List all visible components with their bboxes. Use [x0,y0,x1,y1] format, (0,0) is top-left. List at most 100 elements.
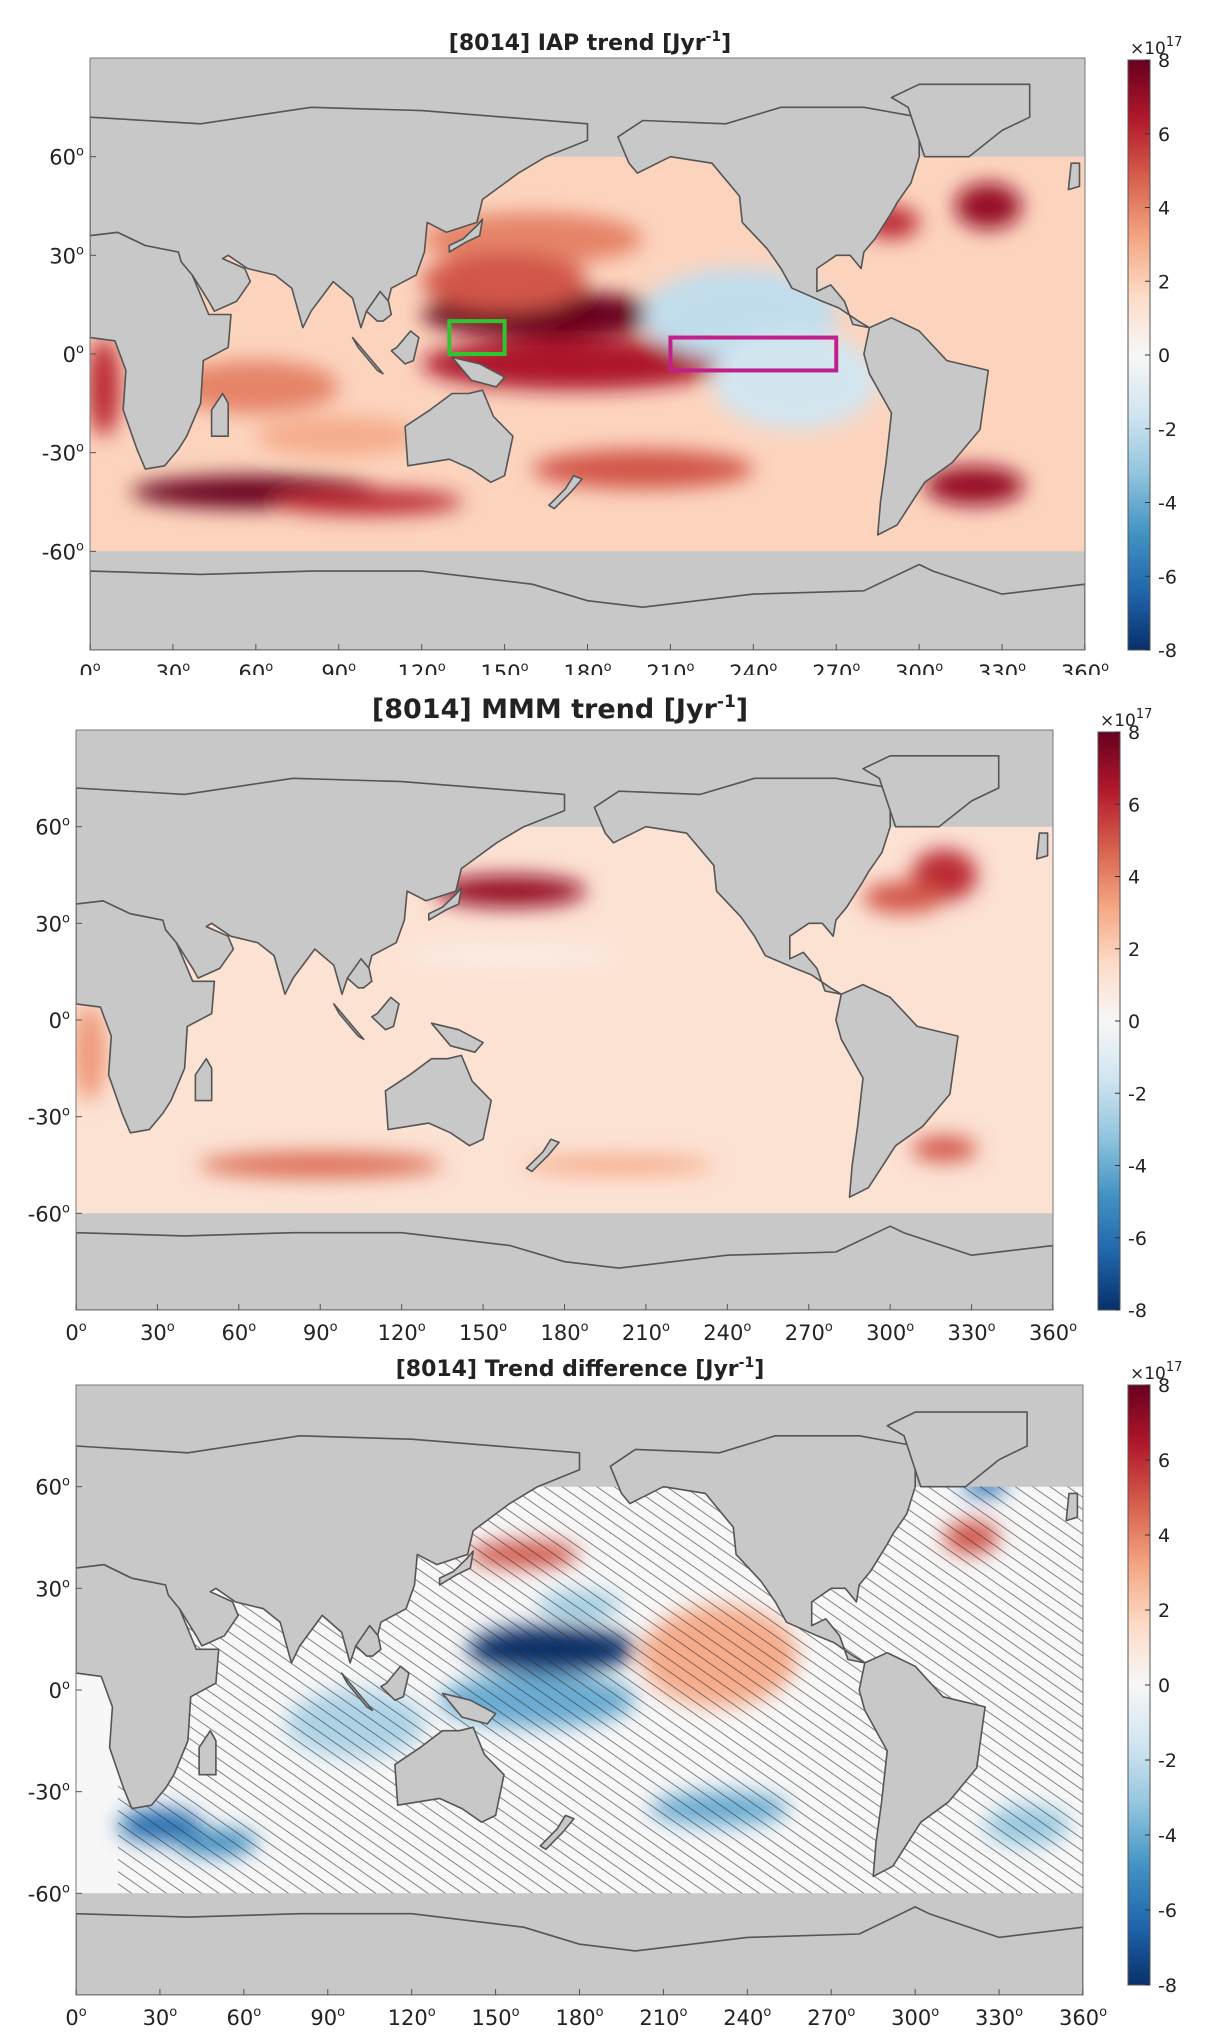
trend-anomaly [911,1136,978,1162]
colorbar-tick-label: -4 [1128,1156,1147,1178]
y-tick-label: 60o [35,815,70,840]
land-mass [525,1138,560,1173]
x-tick-label: 0o [79,660,100,675]
x-tick-label: 240o [703,1320,751,1345]
x-tick-label: 300o [891,2005,939,2030]
land-mass [862,755,1000,828]
land-mass [451,356,506,388]
y-tick-label: 0o [63,342,84,367]
colorbar-tick-label: 0 [1158,345,1170,367]
map-area: 0o 30o 60o 90o 120o 150o 180o 210o 240o 270o 300o 3… [28,1384,1107,2030]
x-tick-label: 60o [226,2005,261,2030]
x-tick-label: 150o [472,2005,520,2030]
land-mass [438,1550,475,1586]
colorbar-tick-label: -2 [1158,419,1177,441]
y-tick-label: 60o [35,1475,70,1500]
chart-title: [8014] IAP trend [Jyr-1] [449,29,731,56]
y-tick-label: -30o [28,1780,70,1805]
trend-anomaly [255,416,422,456]
region-box [668,335,839,373]
x-tick-label: 270o [812,660,860,675]
y-tick-label: 30o [35,911,70,936]
colorbar-tick-label: 2 [1158,271,1170,293]
colorbar-tick-label: 4 [1158,1525,1170,1547]
colorbar: 8 6 4 2 0 -2 -4 -6 -8 ×1017 [1127,1360,1182,1997]
iap-trend-chart: [8014] IAP trend [Jyr-1] 0o 30o 60o 90o 120o… [42,29,1183,685]
y-tick-label: 0o [49,1678,70,1703]
colorbar: 8 6 4 2 0 -2 -4 -6 -8 ×1017 [1127,35,1182,662]
colorbar-tick-label: -8 [1128,1300,1147,1322]
colorbar-tick-label: -2 [1128,1083,1147,1105]
colorbar-tick-label: -6 [1128,1228,1147,1250]
land-mass [210,392,229,438]
colorbar-tick-label: 0 [1128,1011,1140,1033]
colorbar-tick-label: 6 [1158,124,1170,146]
x-tick-label: 360o [1029,1320,1077,1345]
x-tick-label: 30o [156,660,191,675]
y-tick-label: -30o [28,1105,70,1130]
trend-anomaly [955,182,1022,230]
colorbar-tick-label: -4 [1158,1825,1177,1847]
land-mass [835,983,959,1199]
trend-difference-chart: [8014] Trend difference [Jyr-1] 0o 30o 60o… [28,1355,1183,2030]
map-area: 0o 30o 60o 90o 120o 150o 180o 210o 240o 270o 300o 3… [28,729,1077,1345]
x-tick-label: 240o [729,660,777,675]
land-mass [370,996,400,1031]
x-tick-label: 330o [978,660,1026,675]
colorbar-tick-label: 2 [1158,1600,1170,1622]
mmm-trend-chart: [8014] MMM trend [Jyr-1] 0o 30o 60o 90o 120o… [28,692,1153,1345]
colorbar: 8 6 4 2 0 -2 -4 -6 -8 ×1017 [1097,707,1152,1322]
trend-anomaly [76,1003,106,1101]
trend-anomaly [523,1155,714,1175]
x-tick-label: 150o [459,1320,507,1345]
y-tick-label: 30o [49,243,84,268]
land-mass [76,777,566,996]
land-mass [863,316,990,536]
colorbar-multiplier: ×1017 [1100,707,1152,731]
x-tick-label: 30o [140,1320,175,1345]
land-mass [198,1729,217,1776]
trend-anomaly [90,337,121,437]
trend-difference-panel: [8014] Trend difference [Jyr-1] 0o 30o 60o… [0,1350,1228,2038]
x-tick-label: 180o [540,1320,588,1345]
land-mass [890,83,1031,158]
colorbar-tick-label: 8 [1158,1375,1170,1397]
mmm-trend-panel: [8014] MMM trend [Jyr-1] 0o 30o 60o 90o 120o… [0,678,1228,1358]
colorbar-tick-label: 8 [1128,722,1140,744]
land-mass [76,1435,581,1664]
land-mass [858,1651,986,1878]
x-tick-label: 210o [639,2005,687,2030]
y-tick-label: 60o [49,145,84,170]
x-tick-label: 300o [895,660,943,675]
y-tick-label: -60o [28,1201,70,1226]
land-mass [1065,1492,1079,1522]
x-tick-label: 120o [378,1320,426,1345]
land-mass [547,474,583,510]
x-tick-label: 210o [646,660,694,675]
colorbar-tick-label: 6 [1158,1450,1170,1472]
x-tick-label: 90o [321,660,356,675]
y-tick-label: -30o [42,441,84,466]
colorbar-tick-label: 4 [1128,867,1140,889]
colorbar-tick-label: -4 [1158,493,1177,515]
trend-anomaly [269,488,464,516]
x-tick-label: 180o [563,660,611,675]
colorbar-tick-label: -6 [1158,566,1177,588]
land-mass [346,957,373,989]
x-tick-label: 360o [1059,2005,1107,2030]
y-tick-label: 0o [49,1008,70,1033]
colorbar-multiplier: ×1017 [1130,35,1182,59]
land-mass [427,887,463,921]
x-tick-label: 360o [1061,660,1109,675]
colorbar-tick-label: 8 [1158,50,1170,72]
y-tick-label: -60o [28,1881,70,1906]
colorbar-tick-label: 2 [1128,939,1140,961]
trend-anomaly [198,1152,443,1178]
land-mass [90,106,589,329]
map-area: 0o 30o 60o 90o 120o 150o 180o 210o 240o 270o 300o 3… [42,57,1109,685]
x-tick-label: 60o [221,1320,256,1345]
land-mass [354,1624,382,1657]
colorbar-tick-label: 4 [1158,198,1170,220]
land-mass [1067,162,1081,191]
x-tick-label: 210o [622,1320,670,1345]
